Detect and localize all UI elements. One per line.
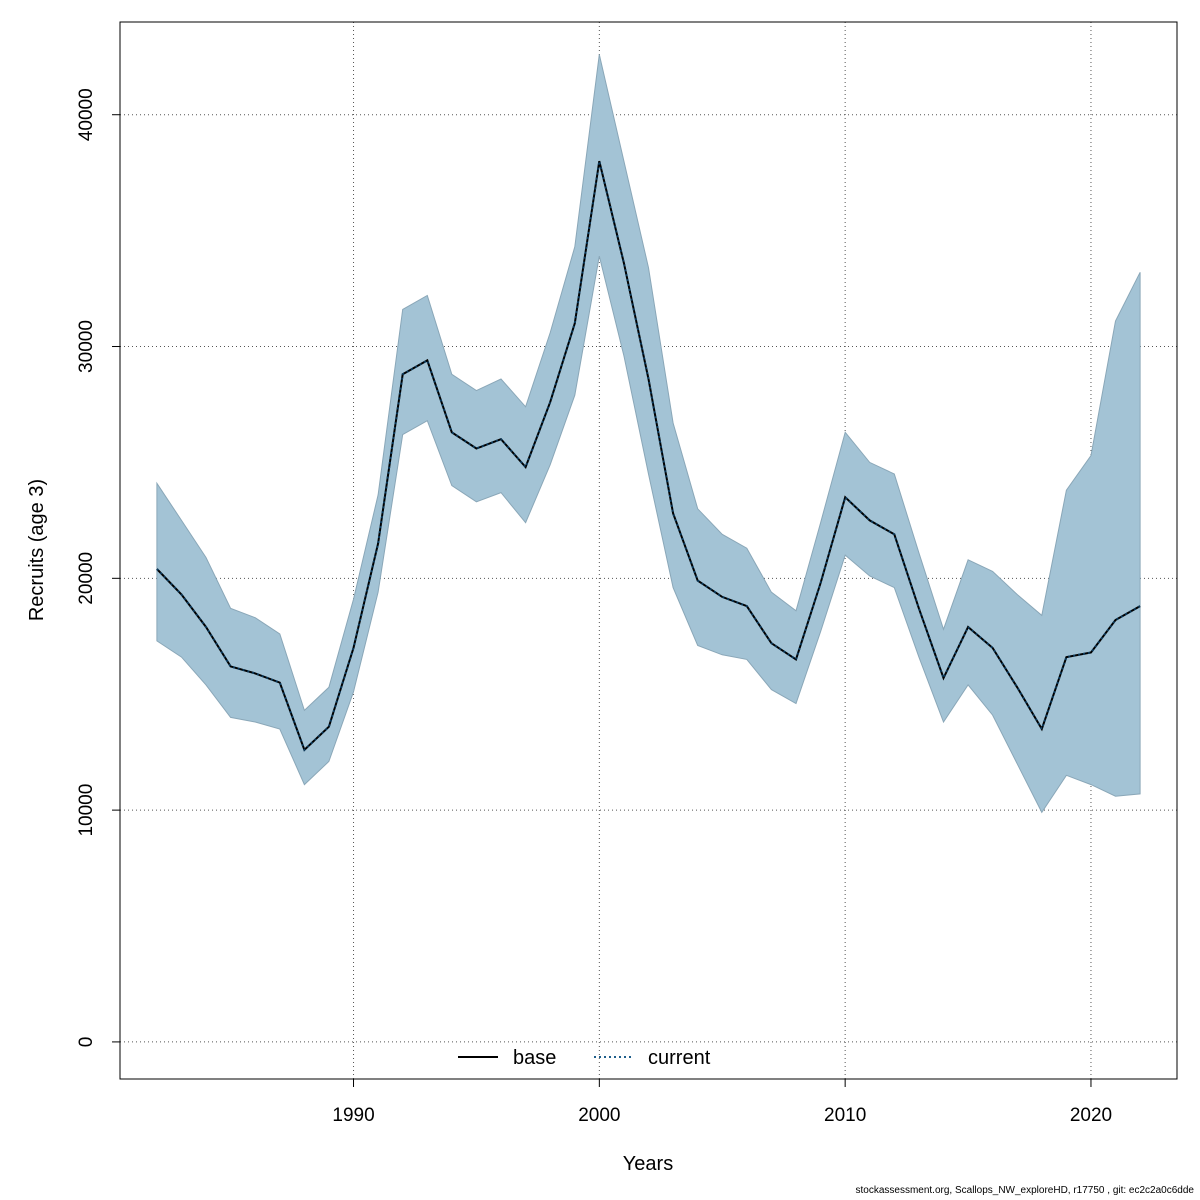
y-tick-label-30000: 30000 [76, 320, 97, 373]
x-tick-label-2000: 2000 [578, 1105, 620, 1126]
x-axis: 1990 2000 2010 2020 [332, 1079, 1112, 1126]
confidence-band [156, 54, 1141, 814]
legend-label-base: base [513, 1047, 556, 1069]
x-axis-title: Years [623, 1153, 673, 1175]
gridlines [120, 22, 1177, 1079]
x-tick-label-2010: 2010 [824, 1105, 866, 1126]
y-tick-label-40000: 40000 [76, 88, 97, 141]
y-tick-label-10000: 10000 [76, 784, 97, 837]
x-tick-label-1990: 1990 [332, 1105, 374, 1126]
series-line-current [156, 160, 1141, 752]
footer-note: stockassessment.org, Scallops_NW_explore… [855, 1185, 1194, 1196]
y-axis-title: Recruits (age 3) [26, 479, 48, 621]
confidence-band-layer [156, 54, 1141, 814]
x-tick-label-2020: 2020 [1070, 1105, 1112, 1126]
y-axis: 0 10000 20000 30000 40000 [76, 88, 120, 1047]
plot-frame [119, 21, 1178, 1080]
y-tick-label-0: 0 [76, 1037, 97, 1048]
legend: base current [458, 1047, 711, 1069]
series-lines [156, 160, 1141, 752]
y-tick-label-20000: 20000 [76, 552, 97, 605]
legend-label-current: current [648, 1047, 711, 1069]
